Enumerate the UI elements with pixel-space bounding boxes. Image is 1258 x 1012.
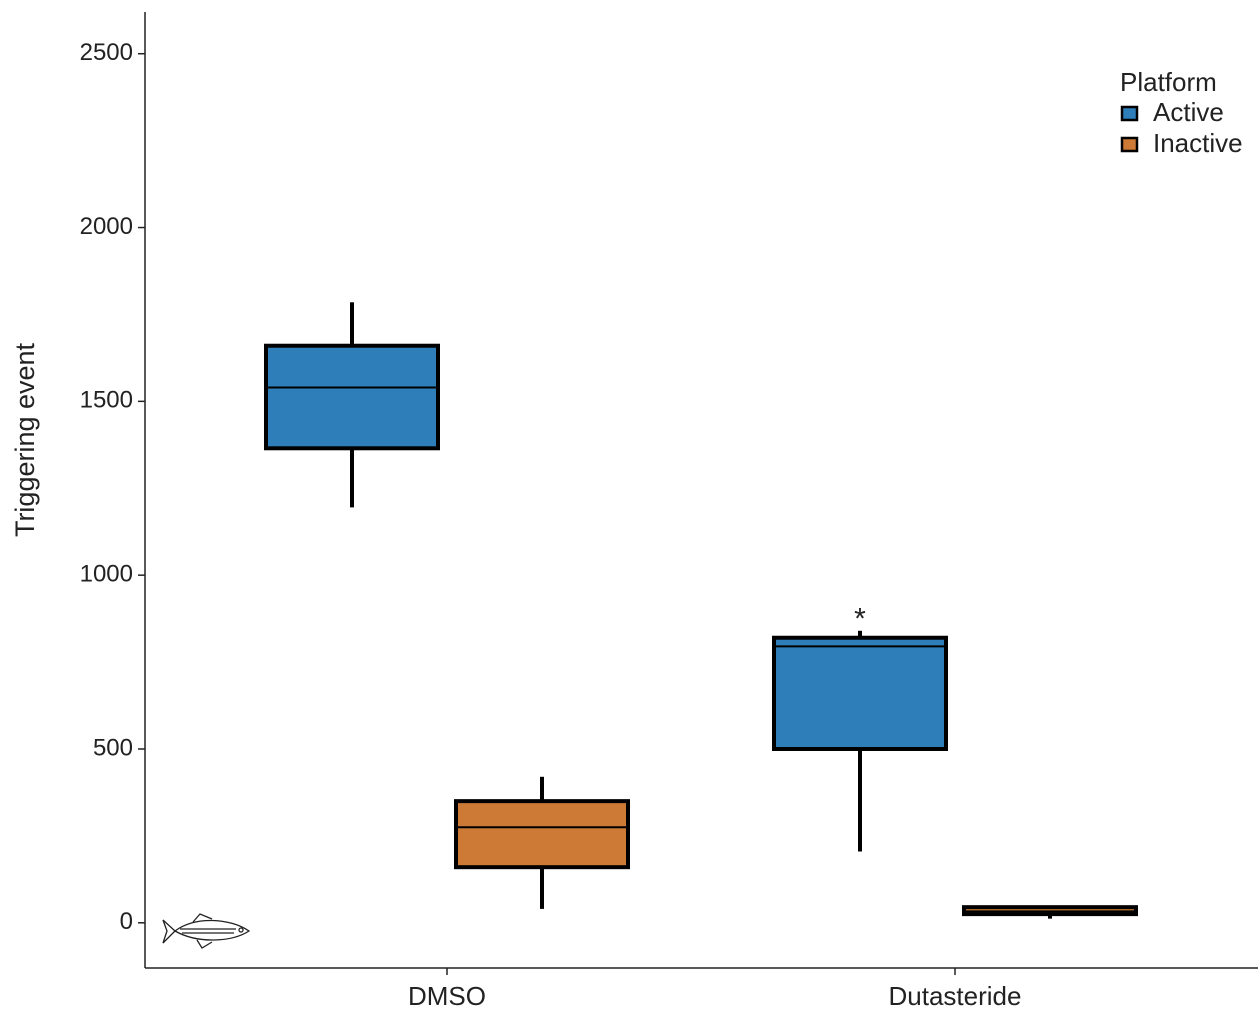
x-tick-label: DMSO	[408, 981, 486, 1011]
y-tick-label: 2500	[80, 39, 133, 66]
page: Triggering event Platform 0 500 1000 1500 20…	[0, 0, 1258, 1012]
box	[774, 638, 946, 749]
y-tick-label: 1000	[80, 561, 133, 588]
legend-label: Active	[1153, 97, 1224, 127]
legend-title: Platform	[1120, 67, 1217, 97]
box	[456, 801, 628, 867]
x-tick-label: Dutasteride	[889, 981, 1022, 1011]
fish-icon	[163, 914, 249, 948]
y-tick-label: 0	[120, 908, 133, 935]
legend-key	[1122, 138, 1137, 151]
y-axis-label: Triggering event	[10, 342, 40, 537]
chart: Triggering event Platform 0 500 1000 1500 20…	[0, 0, 1258, 1012]
y-tick-label: 2000	[80, 213, 133, 240]
legend-key	[1122, 107, 1137, 120]
annotation: *	[854, 603, 866, 636]
legend-label: Inactive	[1153, 128, 1243, 158]
y-tick-label: 1500	[80, 387, 133, 414]
y-tick-label: 500	[93, 734, 133, 761]
box	[266, 346, 438, 449]
